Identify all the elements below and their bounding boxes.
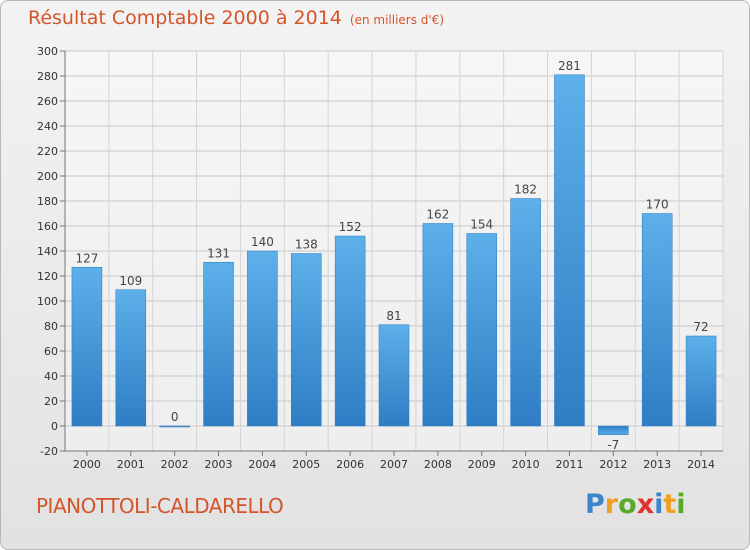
value-label-2011: 281 bbox=[558, 59, 581, 73]
title-text: Résultat Comptable 2000 à 2014 bbox=[28, 7, 342, 29]
bar-2005 bbox=[291, 253, 322, 427]
x-tick-label-2000: 2000 bbox=[73, 458, 101, 471]
bar-2007 bbox=[378, 324, 410, 427]
value-label-2010: 182 bbox=[514, 183, 537, 197]
bar-2000 bbox=[71, 267, 103, 427]
value-label-2002: 0 bbox=[171, 410, 179, 424]
axes: -20 0 20 40 60 80 100 120 140 160 180 200 220 240 260 2… bbox=[37, 45, 723, 471]
commune-name: PIANOTTOLI-CALDARELLO bbox=[36, 494, 284, 518]
bar-2004 bbox=[247, 250, 278, 427]
value-label-2008: 162 bbox=[426, 208, 449, 222]
value-label-2006: 152 bbox=[339, 220, 362, 234]
x-tick-label-2002: 2002 bbox=[161, 458, 189, 471]
logo-letter: x bbox=[636, 489, 655, 520]
bar-2012 bbox=[598, 425, 629, 435]
bar-2006 bbox=[334, 235, 366, 427]
value-label-2000: 127 bbox=[75, 251, 98, 265]
x-tick-label-2004: 2004 bbox=[248, 458, 276, 471]
bar-2003 bbox=[203, 262, 234, 427]
value-label-2012: -7 bbox=[607, 438, 619, 452]
value-label-2005: 138 bbox=[295, 238, 318, 252]
value-label-2001: 109 bbox=[119, 274, 142, 288]
chart-title: Résultat Comptable 2000 à 2014 (en millie… bbox=[28, 7, 444, 29]
y-tick-label: 280 bbox=[37, 70, 58, 83]
bar-2008 bbox=[422, 223, 454, 427]
x-tick-label-2005: 2005 bbox=[292, 458, 320, 471]
bars: 127 109 0 131 140 138 152 81 162 154 182 281 -7 170 72 bbox=[71, 59, 717, 452]
logo-letter: r bbox=[604, 489, 619, 520]
value-label-2009: 154 bbox=[470, 218, 493, 232]
value-label-2004: 140 bbox=[251, 235, 274, 249]
value-label-2013: 170 bbox=[646, 198, 669, 212]
x-tick-label-2001: 2001 bbox=[117, 458, 145, 471]
y-tick-label: 200 bbox=[37, 170, 58, 183]
logo-letter: i bbox=[676, 489, 686, 520]
y-tick-label: 300 bbox=[37, 45, 58, 58]
y-tick-label: 60 bbox=[44, 345, 58, 358]
logo-letter: i bbox=[654, 489, 664, 520]
y-tick-label: -20 bbox=[40, 445, 58, 458]
x-tick-label-2007: 2007 bbox=[380, 458, 408, 471]
y-tick-label: 220 bbox=[37, 145, 58, 158]
y-tick-label: 40 bbox=[44, 370, 58, 383]
x-tick-label-2008: 2008 bbox=[424, 458, 452, 471]
bar-2009 bbox=[466, 233, 497, 427]
y-tick-label: 120 bbox=[37, 270, 58, 283]
x-tick-label-2010: 2010 bbox=[512, 458, 540, 471]
y-tick-label: 140 bbox=[37, 245, 58, 258]
x-tick-label-2012: 2012 bbox=[599, 458, 627, 471]
x-tick-label-2003: 2003 bbox=[205, 458, 233, 471]
value-label-2014: 72 bbox=[693, 320, 708, 334]
value-label-2007: 81 bbox=[386, 309, 401, 323]
bar-2010 bbox=[510, 198, 541, 427]
bar-2014 bbox=[685, 335, 717, 427]
bar-2001 bbox=[115, 289, 147, 427]
y-tick-label: 20 bbox=[44, 395, 58, 408]
y-tick-label: 160 bbox=[37, 220, 58, 233]
x-tick-label-2009: 2009 bbox=[468, 458, 496, 471]
logo-letter: o bbox=[618, 489, 637, 520]
y-tick-label: 260 bbox=[37, 95, 58, 108]
logo-letter: P bbox=[585, 489, 605, 520]
bar-2002 bbox=[159, 425, 190, 428]
y-tick-label: 100 bbox=[37, 295, 58, 308]
x-tick-label-2014: 2014 bbox=[687, 458, 715, 471]
x-tick-label-2006: 2006 bbox=[336, 458, 364, 471]
y-tick-label: 80 bbox=[44, 320, 58, 333]
y-tick-label: 180 bbox=[37, 195, 58, 208]
title-unit: (en milliers d'€) bbox=[349, 13, 445, 27]
y-tick-label: 0 bbox=[51, 420, 58, 433]
y-tick-label: 240 bbox=[37, 120, 58, 133]
bar-2013 bbox=[641, 213, 673, 427]
logo-letter: t bbox=[663, 489, 677, 520]
value-label-2003: 131 bbox=[207, 246, 230, 260]
proxiti-logo: Proxiti bbox=[585, 489, 686, 520]
x-tick-label-2013: 2013 bbox=[643, 458, 671, 471]
bar-2011 bbox=[554, 74, 585, 427]
x-tick-label-2011: 2011 bbox=[555, 458, 583, 471]
